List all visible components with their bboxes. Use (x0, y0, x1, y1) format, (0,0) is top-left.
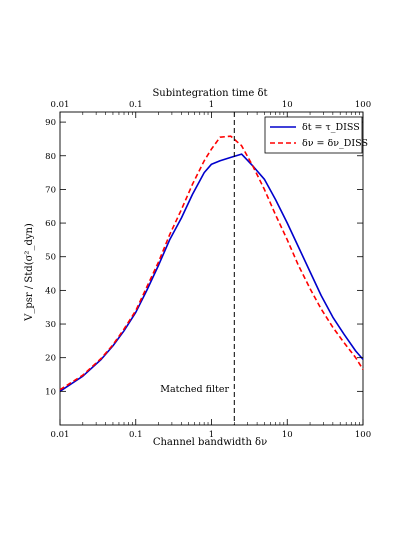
y-tick-label: 70 (45, 185, 56, 195)
y-tick-label: 20 (45, 354, 56, 364)
x-tick-label-top: 100 (355, 100, 371, 110)
y-axis-title: V_psr / Std(σ²_dyn) (24, 223, 35, 322)
series-line-blue-solid (59, 153, 364, 392)
y-tick-label: 50 (45, 253, 56, 263)
plot-frame (59, 111, 364, 426)
y-tick-label: 40 (45, 286, 56, 296)
legend-box (264, 116, 363, 154)
matched-filter-label: Matched filter (160, 384, 229, 395)
y-tick-label: 10 (45, 387, 56, 397)
x-tick-label-top: 1 (209, 100, 214, 110)
plot-area-border (59, 111, 364, 426)
y-tick-label: 30 (45, 320, 56, 330)
x-axis-title: Channel bandwidth δν (153, 437, 267, 448)
x-tick-label-bottom: 0.1 (129, 430, 143, 440)
ticks-layer: 0.01 0.01 0.1 0.1 1 1 10 10 100 100 10 20 30 40 50 60 70… (45, 100, 371, 440)
series-layer (59, 135, 364, 392)
y-tick-label: 90 (45, 118, 56, 128)
legend: δt = τ_DISS δν = δν_DISS (264, 116, 368, 154)
x-tick-label-top: 0.1 (129, 100, 143, 110)
x-tick-label-bottom: 1 (209, 430, 214, 440)
y-tick-label: 60 (45, 219, 56, 229)
series-line-red-dashed (59, 135, 364, 391)
y-tick-label: 80 (45, 152, 56, 162)
x-tick-label-top: 10 (282, 100, 293, 110)
x-tick-label-bottom: 100 (355, 430, 371, 440)
x-tick-label-bottom: 0.01 (51, 430, 70, 440)
legend-label-2: δν = δν_DISS (302, 138, 368, 149)
legend-label-1: δt = τ_DISS (302, 122, 360, 133)
x-tick-label-top: 0.01 (51, 100, 70, 110)
top-x-axis-title: Subintegration time δt (152, 88, 267, 99)
x-tick-label-bottom: 10 (282, 430, 293, 440)
